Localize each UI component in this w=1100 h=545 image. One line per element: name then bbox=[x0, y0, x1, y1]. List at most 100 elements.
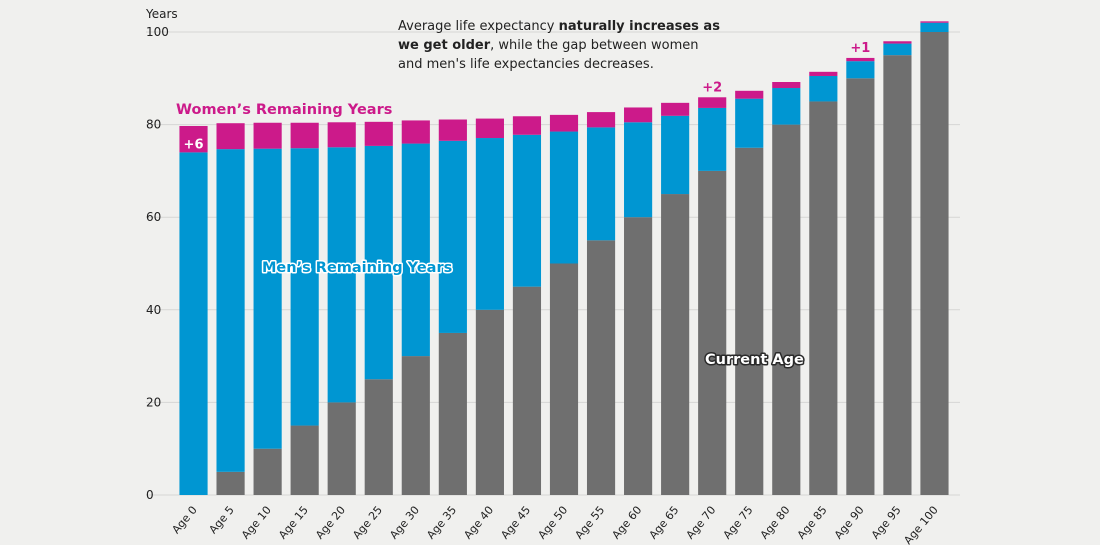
y-axis-ticks: 0 20 40 60 80 100 bbox=[146, 25, 169, 502]
bar-current-age-age-40 bbox=[475, 309, 504, 495]
bar-current-age-age-75 bbox=[735, 147, 764, 495]
bar-men-s-remaining-years-age-5 bbox=[216, 149, 245, 472]
bar-men-s-remaining-years-age-10 bbox=[253, 148, 282, 449]
x-tick-age-55: Age 55 bbox=[572, 504, 607, 542]
bar-women-s-remaining-years-age-60 bbox=[624, 107, 653, 123]
bar-women-s-remaining-years-age-90 bbox=[846, 57, 875, 62]
bar-men-s-remaining-years-age-55 bbox=[586, 127, 616, 241]
bar-men-s-remaining-years-age-90 bbox=[846, 61, 875, 79]
x-tick-age-75: Age 75 bbox=[721, 504, 756, 542]
bar-men-s-remaining-years-age-40 bbox=[475, 138, 504, 310]
bar-women-s-remaining-years-age-20 bbox=[327, 122, 356, 148]
bar-women-s-remaining-years-age-55 bbox=[586, 112, 616, 128]
bar-men-s-remaining-years-age-30 bbox=[401, 143, 430, 357]
x-tick-age-100: Age 100 bbox=[901, 504, 940, 545]
bar-women-s-remaining-years-age-0 bbox=[179, 125, 208, 153]
x-tick-age-95: Age 95 bbox=[869, 504, 904, 542]
bar-current-age-age-55 bbox=[586, 240, 616, 495]
gap-label-age-0: +6 bbox=[184, 137, 204, 152]
x-tick-age-15: Age 15 bbox=[276, 504, 311, 542]
y-tick-100: 100 bbox=[146, 25, 169, 39]
bar-current-age-age-10 bbox=[253, 448, 282, 495]
gap-label-age-70: +2 bbox=[702, 80, 722, 95]
annotation-line1-normal: Average life expectancy bbox=[398, 19, 559, 34]
bar-men-s-remaining-years-age-50 bbox=[549, 131, 579, 264]
bar-women-s-remaining-years-age-40 bbox=[475, 118, 504, 139]
bar-men-s-remaining-years-age-75 bbox=[735, 98, 764, 148]
bar-current-age-age-35 bbox=[438, 332, 467, 495]
x-tick-age-70: Age 70 bbox=[684, 504, 719, 542]
bar-women-s-remaining-years-age-100 bbox=[920, 21, 949, 23]
y-tick-80: 80 bbox=[146, 118, 161, 132]
svg-text:Average life expectancy natura: Average life expectancy naturally increa… bbox=[398, 19, 720, 34]
bar-current-age-age-70 bbox=[698, 170, 727, 495]
bar-current-age-age-100 bbox=[920, 32, 949, 495]
bar-women-s-remaining-years-age-25 bbox=[364, 121, 393, 146]
bar-current-age-age-20 bbox=[327, 402, 356, 495]
bar-women-s-remaining-years-age-50 bbox=[549, 114, 579, 132]
x-axis-ticks: Age 0 Age 5 Age 10 Age 15 Age 20 Age 25 Age 30… bbox=[169, 504, 940, 545]
bar-women-s-remaining-years-age-30 bbox=[401, 120, 430, 144]
x-tick-age-25: Age 25 bbox=[350, 504, 385, 542]
bar-men-s-remaining-years-age-25 bbox=[364, 145, 393, 380]
x-tick-age-40: Age 40 bbox=[461, 504, 496, 542]
bar-men-s-remaining-years-age-85 bbox=[809, 75, 838, 102]
bar-men-s-remaining-years-age-70 bbox=[698, 107, 727, 171]
y-tick-20: 20 bbox=[146, 395, 161, 409]
x-tick-age-20: Age 20 bbox=[313, 504, 348, 542]
bar-women-s-remaining-years-age-85 bbox=[809, 71, 838, 76]
bar-current-age-age-25 bbox=[364, 379, 393, 495]
bar-men-s-remaining-years-age-45 bbox=[512, 134, 542, 287]
y-tick-60: 60 bbox=[146, 210, 161, 224]
y-tick-40: 40 bbox=[146, 303, 161, 317]
bar-current-age-age-80 bbox=[772, 124, 801, 495]
annotation-line2-normal: , while the gap between women bbox=[490, 38, 698, 53]
annotation-line1-bold: naturally increases as bbox=[559, 19, 721, 34]
bar-women-s-remaining-years-age-75 bbox=[735, 90, 764, 99]
svg-text:and men's life expectancies de: and men's life expectancies decreases. bbox=[398, 57, 654, 72]
bar-current-age-age-85 bbox=[809, 101, 838, 495]
men-series-label: Men’s Remaining Years bbox=[262, 260, 452, 276]
bar-men-s-remaining-years-age-95 bbox=[883, 43, 912, 56]
bar-men-s-remaining-years-age-15 bbox=[290, 148, 319, 426]
women-series-label: Women’s Remaining Years bbox=[176, 102, 392, 118]
bar-women-s-remaining-years-age-95 bbox=[883, 41, 912, 44]
bar-men-s-remaining-years-age-100 bbox=[920, 22, 949, 32]
annotation-line3-normal: and men's life expectancies decreases. bbox=[398, 57, 654, 72]
x-tick-age-10: Age 10 bbox=[239, 504, 274, 542]
bar-current-age-age-15 bbox=[290, 425, 319, 495]
x-tick-age-90: Age 90 bbox=[832, 504, 867, 542]
bar-current-age-age-90 bbox=[846, 78, 875, 496]
bar-current-age-age-45 bbox=[512, 286, 542, 495]
bar-men-s-remaining-years-age-80 bbox=[772, 88, 801, 125]
x-tick-age-50: Age 50 bbox=[535, 504, 570, 542]
bar-women-s-remaining-years-age-5 bbox=[216, 123, 245, 150]
bar-current-age-age-50 bbox=[549, 263, 579, 495]
x-tick-age-5: Age 5 bbox=[206, 504, 236, 537]
bar-men-s-remaining-years-age-0 bbox=[179, 152, 208, 495]
bar-women-s-remaining-years-age-35 bbox=[438, 119, 467, 141]
bar-women-s-remaining-years-age-45 bbox=[512, 116, 542, 135]
bar-current-age-age-65 bbox=[661, 194, 690, 496]
bars bbox=[179, 21, 949, 496]
y-tick-0: 0 bbox=[146, 488, 154, 502]
x-tick-age-30: Age 30 bbox=[387, 504, 422, 542]
svg-text:we get older, while the gap be: we get older, while the gap between wome… bbox=[398, 38, 699, 53]
bar-men-s-remaining-years-age-60 bbox=[624, 122, 653, 218]
annotation: Average life expectancy naturally increa… bbox=[398, 19, 720, 72]
x-tick-age-35: Age 35 bbox=[424, 504, 459, 542]
gap-label-age-90: +1 bbox=[850, 41, 870, 56]
x-tick-age-85: Age 85 bbox=[795, 504, 830, 542]
bar-women-s-remaining-years-age-15 bbox=[290, 122, 319, 149]
gap-labels: +6 +2 +1 bbox=[184, 41, 871, 152]
bar-women-s-remaining-years-age-10 bbox=[253, 122, 282, 149]
x-tick-age-45: Age 45 bbox=[498, 504, 533, 542]
bar-men-s-remaining-years-age-35 bbox=[438, 140, 467, 333]
x-tick-age-80: Age 80 bbox=[758, 504, 793, 542]
bar-current-age-age-60 bbox=[624, 217, 653, 495]
annotation-line2-bold: we get older bbox=[398, 38, 491, 53]
bar-current-age-age-30 bbox=[401, 356, 430, 495]
bar-current-age-age-5 bbox=[216, 471, 245, 495]
x-tick-age-65: Age 65 bbox=[647, 504, 682, 542]
